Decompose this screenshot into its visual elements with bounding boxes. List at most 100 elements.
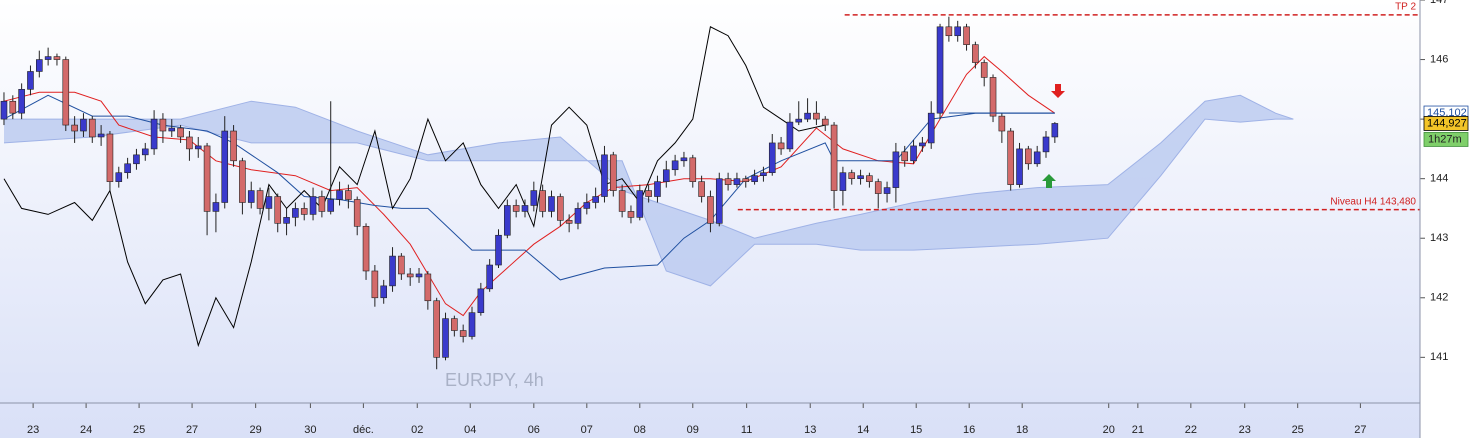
- candle-body: [751, 175, 758, 182]
- candle-body: [468, 312, 476, 337]
- candle-body: [760, 172, 767, 176]
- candle-body: [353, 199, 361, 227]
- candle-body: [309, 196, 317, 215]
- candle-body: [80, 118, 87, 132]
- candle-body: [433, 300, 440, 358]
- candle-body: [1007, 130, 1014, 185]
- candle-body: [936, 26, 944, 114]
- x-tick-label: 23: [1239, 424, 1251, 436]
- candle-body: [857, 175, 864, 179]
- candle-body: [477, 288, 485, 313]
- x-tick-label: 07: [581, 424, 593, 436]
- x-tick-label: 15: [910, 424, 922, 436]
- indicator-line: [3, 26, 826, 348]
- x-tick-label: 22: [1185, 424, 1197, 436]
- candle-body: [627, 211, 635, 218]
- candle-body: [972, 44, 979, 63]
- span-b-line: [3, 118, 1294, 287]
- candle-body: [1025, 148, 1032, 165]
- candle-body: [512, 205, 520, 212]
- candle-body: [71, 124, 78, 132]
- candle-body: [883, 187, 891, 194]
- candle-body: [821, 118, 829, 126]
- x-tick-label: déc.: [353, 424, 374, 436]
- candle-body: [892, 151, 900, 188]
- price-label: 145,102: [1427, 107, 1467, 119]
- watermark: EURJPY, 4h: [445, 370, 544, 390]
- span-a-line: [4, 94, 1294, 239]
- candle-body: [371, 270, 379, 299]
- level-label: TP 2: [1395, 2, 1416, 13]
- price-label-box: [1423, 116, 1469, 131]
- buy-arrow: [1042, 174, 1056, 188]
- candle-body: [345, 190, 352, 200]
- candle-body: [715, 178, 723, 224]
- y-tick-label: 144: [1430, 173, 1448, 185]
- y-tick-label: 146: [1430, 53, 1448, 65]
- candle-body: [424, 273, 432, 302]
- candle-body: [707, 196, 714, 224]
- candle-body: [636, 190, 644, 218]
- candle-body: [0, 100, 8, 120]
- x-tick-label: 13: [804, 424, 816, 436]
- candle-body: [221, 130, 229, 203]
- candle-body: [592, 196, 599, 203]
- candle-body: [963, 26, 970, 45]
- candle-body: [318, 196, 326, 212]
- candle-body: [777, 142, 785, 150]
- candle-body: [398, 255, 405, 275]
- candle-body: [459, 330, 467, 337]
- candle-body: [186, 136, 193, 150]
- candle-body: [786, 121, 794, 150]
- candle-body: [521, 205, 529, 212]
- cloud-fill: [4, 95, 1294, 286]
- x-tick-label: 23: [27, 424, 39, 436]
- y-tick-label: 141: [1430, 351, 1448, 363]
- candle-body: [141, 148, 149, 156]
- candle-body: [256, 190, 264, 209]
- candle-body: [44, 56, 52, 60]
- candle-body: [910, 145, 917, 162]
- candle-body: [618, 190, 626, 212]
- candle-body: [115, 172, 123, 182]
- candle-body: [442, 318, 449, 358]
- candle-body: [830, 124, 838, 191]
- candle-body: [583, 202, 591, 209]
- candle-body: [230, 130, 237, 162]
- x-tick-label: 27: [186, 424, 198, 436]
- timer-label: 1h27m: [1428, 133, 1462, 145]
- candle-body: [945, 26, 953, 37]
- candle-body: [689, 157, 697, 182]
- candle-body: [874, 181, 882, 194]
- candle-body: [1042, 136, 1050, 153]
- price-label: 144,927: [1427, 117, 1467, 129]
- x-tick-label: 20: [1103, 424, 1115, 436]
- candle-body: [62, 59, 70, 126]
- candle-body: [989, 77, 997, 117]
- candle-body: [415, 273, 423, 278]
- candle-body: [998, 115, 1006, 132]
- x-tick-label: 25: [1292, 424, 1304, 436]
- candle-body: [839, 172, 847, 191]
- x-tick-label: 27: [1354, 424, 1366, 436]
- candle-body: [1033, 151, 1041, 165]
- candle-body: [274, 196, 282, 224]
- candle-body: [919, 142, 926, 147]
- candle-body: [557, 196, 564, 221]
- candle-body: [698, 181, 705, 197]
- candle-body: [486, 264, 493, 290]
- x-tick-label: 14: [857, 424, 869, 436]
- candle-body: [35, 59, 43, 72]
- candle-body: [53, 56, 61, 60]
- candle-body: [724, 178, 732, 185]
- axis-background: [1420, 0, 1469, 438]
- candle-body: [9, 100, 17, 114]
- candle-body: [239, 160, 246, 203]
- candle-body: [848, 172, 856, 179]
- candle-body: [574, 208, 582, 224]
- candle-body: [601, 154, 608, 197]
- y-tick-label: 143: [1430, 232, 1448, 244]
- candle-body: [733, 178, 741, 185]
- candle-body: [327, 199, 335, 212]
